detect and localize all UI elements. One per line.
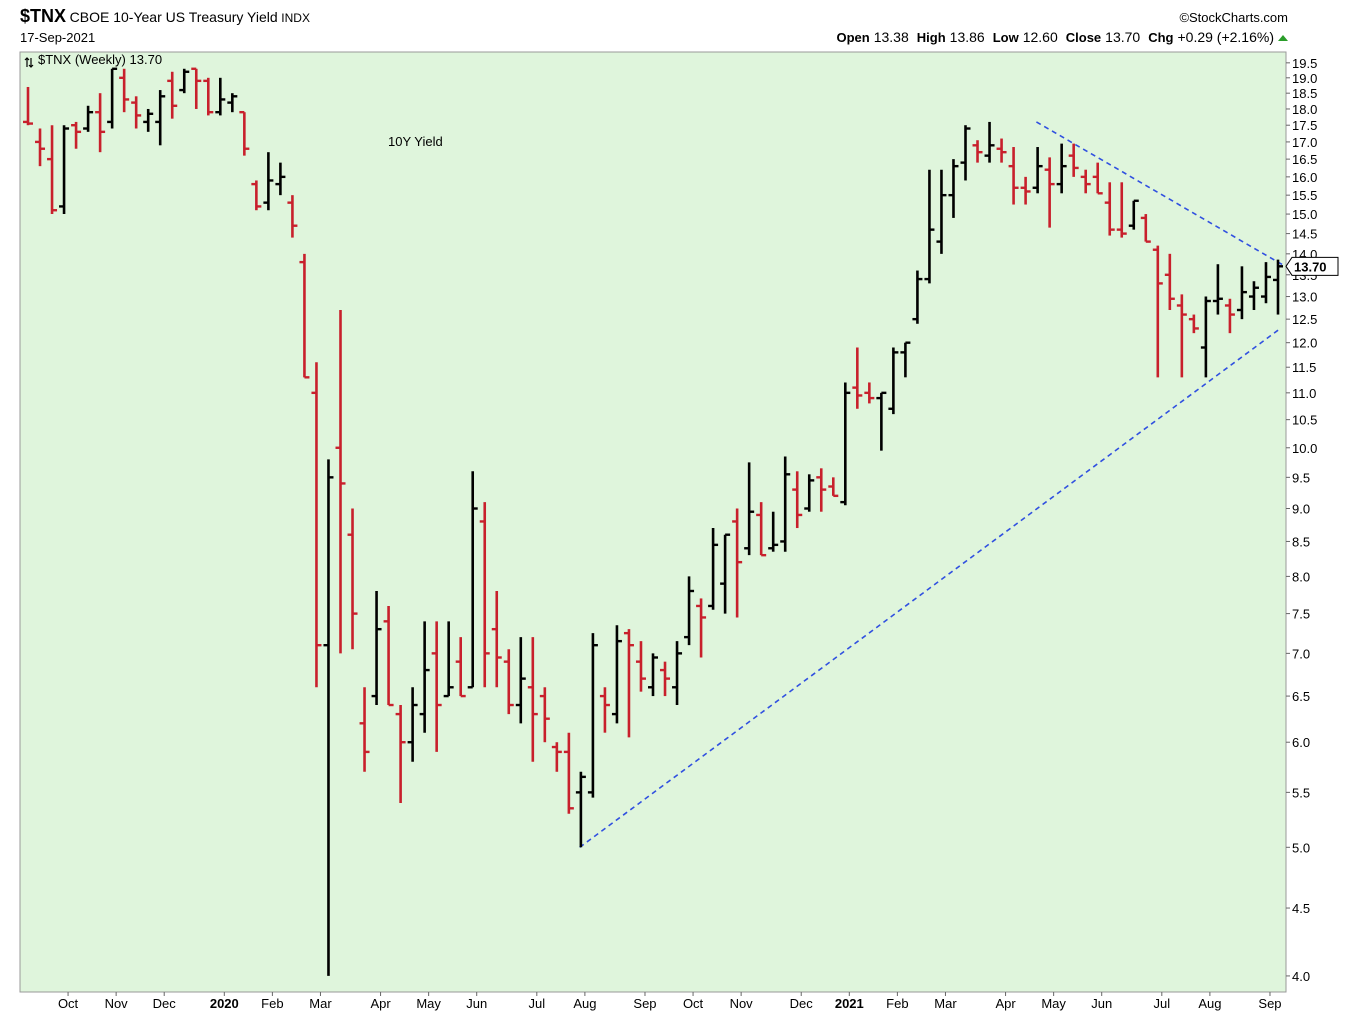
- y-tick-label: 5.0: [1292, 840, 1310, 855]
- y-tick-label: 4.5: [1292, 901, 1310, 916]
- y-tick-label: 6.5: [1292, 689, 1310, 704]
- legend-name: $TNX (Weekly): [38, 52, 126, 67]
- y-tick-label: 11.0: [1292, 386, 1316, 401]
- x-tick-label: Dec: [153, 996, 177, 1011]
- x-tick-label: Jun: [466, 996, 487, 1011]
- y-tick-label: 13.0: [1292, 290, 1317, 305]
- x-tick-label: Jul: [1153, 996, 1170, 1011]
- quote-label: Close: [1066, 30, 1101, 45]
- x-tick-label: Feb: [886, 996, 908, 1011]
- x-tick-label: Mar: [309, 996, 332, 1011]
- legend: $TNX (Weekly) 13.70: [24, 52, 162, 68]
- quote-value: 13.70: [1105, 29, 1140, 45]
- quote: Open 13.38 High 13.86 Low 12.60 Close 13.70 Chg +…: [836, 29, 1274, 45]
- quote-value: 13.86: [950, 29, 985, 45]
- y-tick-label: 11.5: [1292, 360, 1316, 375]
- x-tick-label: 2021: [835, 996, 864, 1011]
- x-tick-label: May: [416, 996, 441, 1011]
- trendline: [1036, 121, 1286, 268]
- x-tick-label: Jul: [528, 996, 545, 1011]
- quote-value: 13.38: [874, 29, 909, 45]
- symbol: $TNX: [20, 6, 66, 26]
- y-tick-label: 5.5: [1292, 785, 1310, 800]
- y-tick-label: 10.0: [1292, 441, 1317, 456]
- y-tick-label: 15.0: [1292, 207, 1317, 222]
- y-tick-label: 17.5: [1292, 118, 1317, 133]
- title: $TNX CBOE 10-Year US Treasury Yield INDX: [20, 6, 310, 26]
- quote-label: Chg: [1148, 30, 1173, 45]
- y-tick-label: 9.0: [1292, 502, 1310, 517]
- x-tick-label: Mar: [934, 996, 957, 1011]
- quote-value: 12.60: [1023, 29, 1058, 45]
- y-tick-label: 18.0: [1292, 102, 1317, 117]
- legend-icon: [24, 57, 34, 68]
- x-tick-label: Dec: [790, 996, 814, 1011]
- y-tick-label: 15.5: [1292, 188, 1317, 203]
- y-tick-label: 4.0: [1292, 969, 1310, 984]
- y-tick-label: 14.5: [1292, 227, 1317, 242]
- x-tick-label: Apr: [995, 996, 1016, 1011]
- y-tick-label: 12.0: [1292, 336, 1317, 351]
- x-tick-label: Aug: [573, 996, 596, 1011]
- y-tick-label: 7.5: [1292, 607, 1310, 622]
- quote-label: Open: [836, 30, 869, 45]
- y-tick-label: 19.5: [1292, 56, 1317, 71]
- x-tick-label: Oct: [58, 996, 79, 1011]
- y-tick-label: 8.5: [1292, 534, 1310, 549]
- plot-area: [19, 51, 1287, 993]
- date: 17-Sep-2021: [20, 30, 95, 45]
- y-tick-label: 10.5: [1292, 413, 1317, 428]
- x-tick-label: Jun: [1091, 996, 1112, 1011]
- x-tick-label: Sep: [633, 996, 656, 1011]
- y-tick-label: 6.0: [1292, 735, 1310, 750]
- y-tick-label: 16.0: [1292, 170, 1317, 185]
- last-value-box: [1285, 256, 1339, 276]
- x-tick-label: Nov: [730, 996, 754, 1011]
- last-value-label: 13.70: [1294, 259, 1327, 274]
- up-arrow: [1278, 35, 1288, 41]
- y-tick-label: 8.0: [1292, 569, 1310, 584]
- x-tick-label: Apr: [370, 996, 391, 1011]
- x-tick-label: Feb: [261, 996, 283, 1011]
- x-tick-label: Sep: [1258, 996, 1281, 1011]
- quote-label: Low: [993, 30, 1020, 45]
- y-tick-label: 9.5: [1292, 470, 1310, 485]
- y-tick-label: 7.0: [1292, 646, 1310, 661]
- y-tick-label: 16.5: [1292, 152, 1317, 167]
- quote-label: High: [917, 30, 946, 45]
- legend-text: $TNX (Weekly) 13.70: [38, 52, 162, 67]
- y-tick-label: 18.5: [1292, 86, 1317, 101]
- y-tick-label: 17.0: [1292, 135, 1317, 150]
- exchange: INDX: [281, 11, 310, 25]
- x-tick-label: Nov: [105, 996, 129, 1011]
- y-tick-label: 19.0: [1292, 71, 1317, 86]
- x-tick-label: Aug: [1198, 996, 1221, 1011]
- quote-value: +0.29 (+2.16%): [1177, 29, 1274, 45]
- x-tick-label: Oct: [683, 996, 704, 1011]
- x-tick-label: 2020: [210, 996, 239, 1011]
- source: ©StockCharts.com: [1179, 10, 1288, 25]
- trendline: [579, 327, 1281, 848]
- security-name: CBOE 10-Year US Treasury Yield: [70, 9, 278, 25]
- legend-value: 13.70: [130, 52, 163, 67]
- y-tick-label: 12.5: [1292, 312, 1317, 327]
- annotation: 10Y Yield: [388, 134, 443, 149]
- x-tick-label: May: [1041, 996, 1066, 1011]
